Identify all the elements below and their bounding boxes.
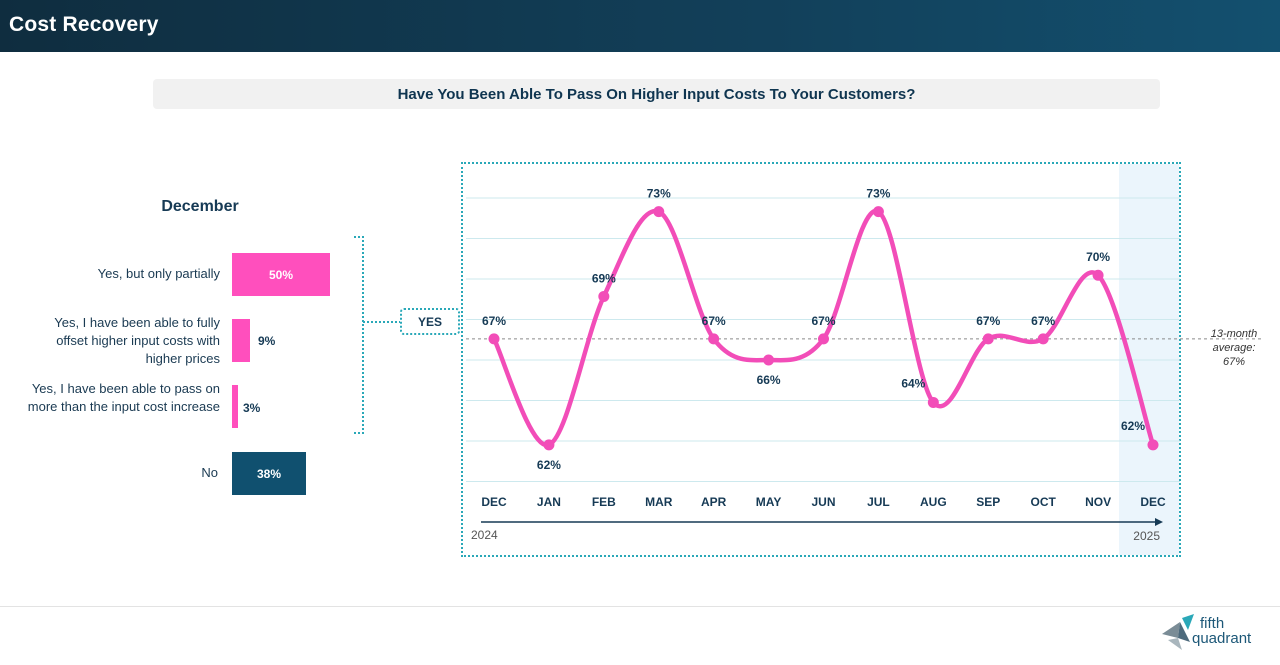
data-label: 73% — [866, 187, 890, 201]
question-banner: Have You Been Able To Pass On Higher Inp… — [153, 79, 1160, 109]
series-line-yes — [491, 208, 1156, 448]
bar-fully-offset — [232, 319, 250, 362]
x-tick-label: APR — [701, 495, 727, 509]
bar-label-partially: Yes, but only partially — [97, 266, 220, 281]
data-point — [543, 439, 555, 451]
data-label: 62% — [1121, 419, 1145, 433]
yes-bracket — [354, 236, 400, 434]
year-end-label: 2025 — [1133, 529, 1160, 543]
average-label: 67% — [1223, 356, 1245, 368]
bar-partially: 50% — [232, 253, 330, 296]
timeline-arrow-icon — [1155, 518, 1163, 526]
data-label: 64% — [901, 376, 925, 390]
footer-divider — [0, 606, 1280, 607]
x-tick-label: AUG — [920, 495, 947, 509]
fifth-quadrant-logo: fifth quadrant — [1162, 614, 1252, 650]
x-tick-label: NOV — [1085, 495, 1111, 509]
data-point — [763, 354, 775, 366]
x-tick-label: DEC — [481, 495, 507, 509]
data-point — [1037, 333, 1049, 345]
average-label: average: — [1213, 342, 1256, 354]
yes-group-label: YES — [400, 308, 460, 335]
data-point — [927, 396, 939, 408]
x-tick-label: JUL — [867, 495, 890, 509]
bar-no: 38% — [232, 452, 306, 495]
data-label: 73% — [647, 187, 671, 201]
data-label: 66% — [757, 373, 781, 387]
x-tick-label: SEP — [976, 495, 1000, 509]
logo-mark-icon — [1162, 614, 1194, 650]
bar-more-than — [232, 385, 238, 428]
data-label: 67% — [976, 314, 1000, 328]
header-bar: Cost Recovery — [0, 0, 1280, 52]
bar-label-fully-offset: Yes, I have been able to fully offset hi… — [54, 315, 220, 366]
page-title: Cost Recovery — [9, 13, 159, 36]
data-point — [488, 333, 500, 345]
data-label: 67% — [1031, 314, 1055, 328]
data-point — [708, 333, 720, 345]
x-tick-label: MAR — [645, 495, 673, 509]
bar-value-fully-offset: 9% — [258, 334, 276, 348]
logo-line2: quadrant — [1192, 630, 1252, 647]
data-label: 67% — [702, 314, 726, 328]
data-label: 67% — [482, 314, 506, 328]
x-tick-label: DEC — [1140, 495, 1166, 509]
bar-value-partially: 50% — [268, 267, 294, 282]
data-label: 62% — [537, 458, 561, 472]
data-label: 67% — [811, 314, 835, 328]
x-tick-label: JAN — [537, 495, 561, 509]
x-tick-label: MAY — [756, 495, 782, 509]
x-tick-label: FEB — [592, 495, 616, 509]
data-point — [982, 333, 994, 345]
data-point — [872, 206, 884, 218]
data-point — [598, 290, 610, 302]
data-label: 70% — [1086, 250, 1110, 264]
data-point — [1092, 269, 1104, 281]
bar-label-more-than: Yes, I have been able to pass on more th… — [27, 381, 220, 414]
data-point — [653, 206, 665, 218]
bar-value-more-than: 3% — [243, 401, 261, 415]
bar-label-no: No — [201, 465, 218, 480]
x-tick-label: JUN — [811, 495, 835, 509]
data-point — [1147, 439, 1159, 451]
logo-line1: fifth — [1200, 615, 1224, 632]
average-label: 13-month — [1211, 328, 1257, 340]
year-start-label: 2024 — [471, 528, 498, 542]
breakdown-title: December — [161, 198, 239, 215]
x-tick-label: OCT — [1030, 495, 1056, 509]
bar-value-no: 38% — [256, 466, 282, 481]
data-label: 69% — [592, 271, 616, 285]
data-point — [818, 333, 829, 345]
